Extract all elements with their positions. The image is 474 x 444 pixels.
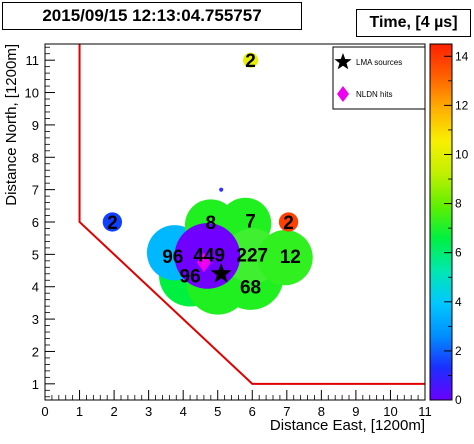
plot-title: 2015/09/15 12:13:04.755757 [42, 6, 262, 25]
source-count-label: 2 [107, 213, 118, 234]
source-count-label: 227 [236, 245, 268, 266]
source-count-label: 8 [206, 213, 217, 234]
nldn-hit-marker [196, 252, 211, 273]
source-count-label: 12 [280, 247, 301, 268]
colorbar-tick-label: 6 [455, 246, 462, 260]
x-tick-label: 10 [383, 404, 397, 419]
colorbar-tick-label: 2 [455, 344, 462, 358]
y-axis-label: Distance North, [1200m] [3, 44, 20, 206]
lma-source-star [210, 262, 232, 283]
x-axis-label: Distance East, [1200m] [270, 417, 425, 434]
y-tick-label: 7 [32, 183, 39, 198]
x-tick-label: 2 [110, 404, 117, 419]
legend-label-lma: LMA sources [356, 58, 402, 67]
source-count-label: 96 [180, 266, 201, 287]
x-tick-label: 6 [249, 404, 256, 419]
x-tick-label: 5 [214, 404, 221, 419]
x-tick-label: 3 [145, 404, 152, 419]
x-tick-label: 8 [318, 404, 325, 419]
source-circle [219, 187, 224, 192]
colorbar-tick-label: 14 [455, 49, 469, 63]
y-tick-label: 3 [32, 312, 39, 327]
x-tick-label: 7 [283, 404, 290, 419]
source-count-label: 68 [240, 278, 261, 299]
colorbar-tick-label: 4 [455, 295, 462, 309]
y-tick-label: 10 [25, 86, 39, 101]
legend-label-nldn: NLDN hits [356, 90, 392, 99]
x-tick-label: 4 [180, 404, 187, 419]
y-tick-label: 2 [32, 344, 39, 359]
source-count-label: 2 [283, 213, 294, 234]
source-circle [102, 212, 123, 232]
y-tick-label: 8 [32, 150, 39, 165]
colorbar [429, 43, 453, 401]
y-tick-label: 6 [32, 215, 39, 230]
source-count-label: 2 [245, 51, 256, 72]
source-circle [278, 212, 299, 232]
region-boundary-line [78, 44, 425, 385]
y-tick-label: 5 [32, 247, 39, 262]
source-circles [102, 52, 313, 315]
source-count-label: 449 [193, 245, 225, 266]
y-tick-label: 4 [32, 280, 39, 295]
source-circle [257, 229, 313, 286]
colorbar-tick-label: 0 [455, 393, 462, 407]
source-count-label: 7 [245, 211, 256, 232]
legend: LMA sources NLDN hits [332, 46, 426, 110]
source-circle [242, 52, 259, 68]
x-tick-label: 1 [76, 404, 83, 419]
y-tick-label: 9 [32, 118, 39, 133]
legend-diamond-icon [337, 86, 349, 102]
legend-box [332, 46, 426, 110]
y-tick-label: 1 [32, 377, 39, 392]
plot-title-box: 2015/09/15 12:13:04.755757 [2, 2, 302, 30]
colorbar-tick-label: 10 [455, 147, 469, 161]
source-count-label: 96 [162, 247, 183, 268]
y-tick-label: 11 [26, 53, 40, 68]
colorbar-tick-label: 8 [455, 197, 462, 211]
legend-star-icon [334, 53, 352, 70]
x-tick-label: 0 [41, 404, 48, 419]
colorbar-title: Time, [4 µs] [369, 14, 458, 31]
x-tick-label: 9 [352, 404, 359, 419]
colorbar-tick-label: 12 [455, 98, 469, 112]
x-tick-label: 11 [418, 404, 432, 419]
colorbar-title-box: Time, [4 µs] [356, 9, 471, 37]
marker-layer [196, 252, 232, 283]
colorbar-ticks: 0 2 4 6 8 10 12 14 [444, 49, 469, 407]
